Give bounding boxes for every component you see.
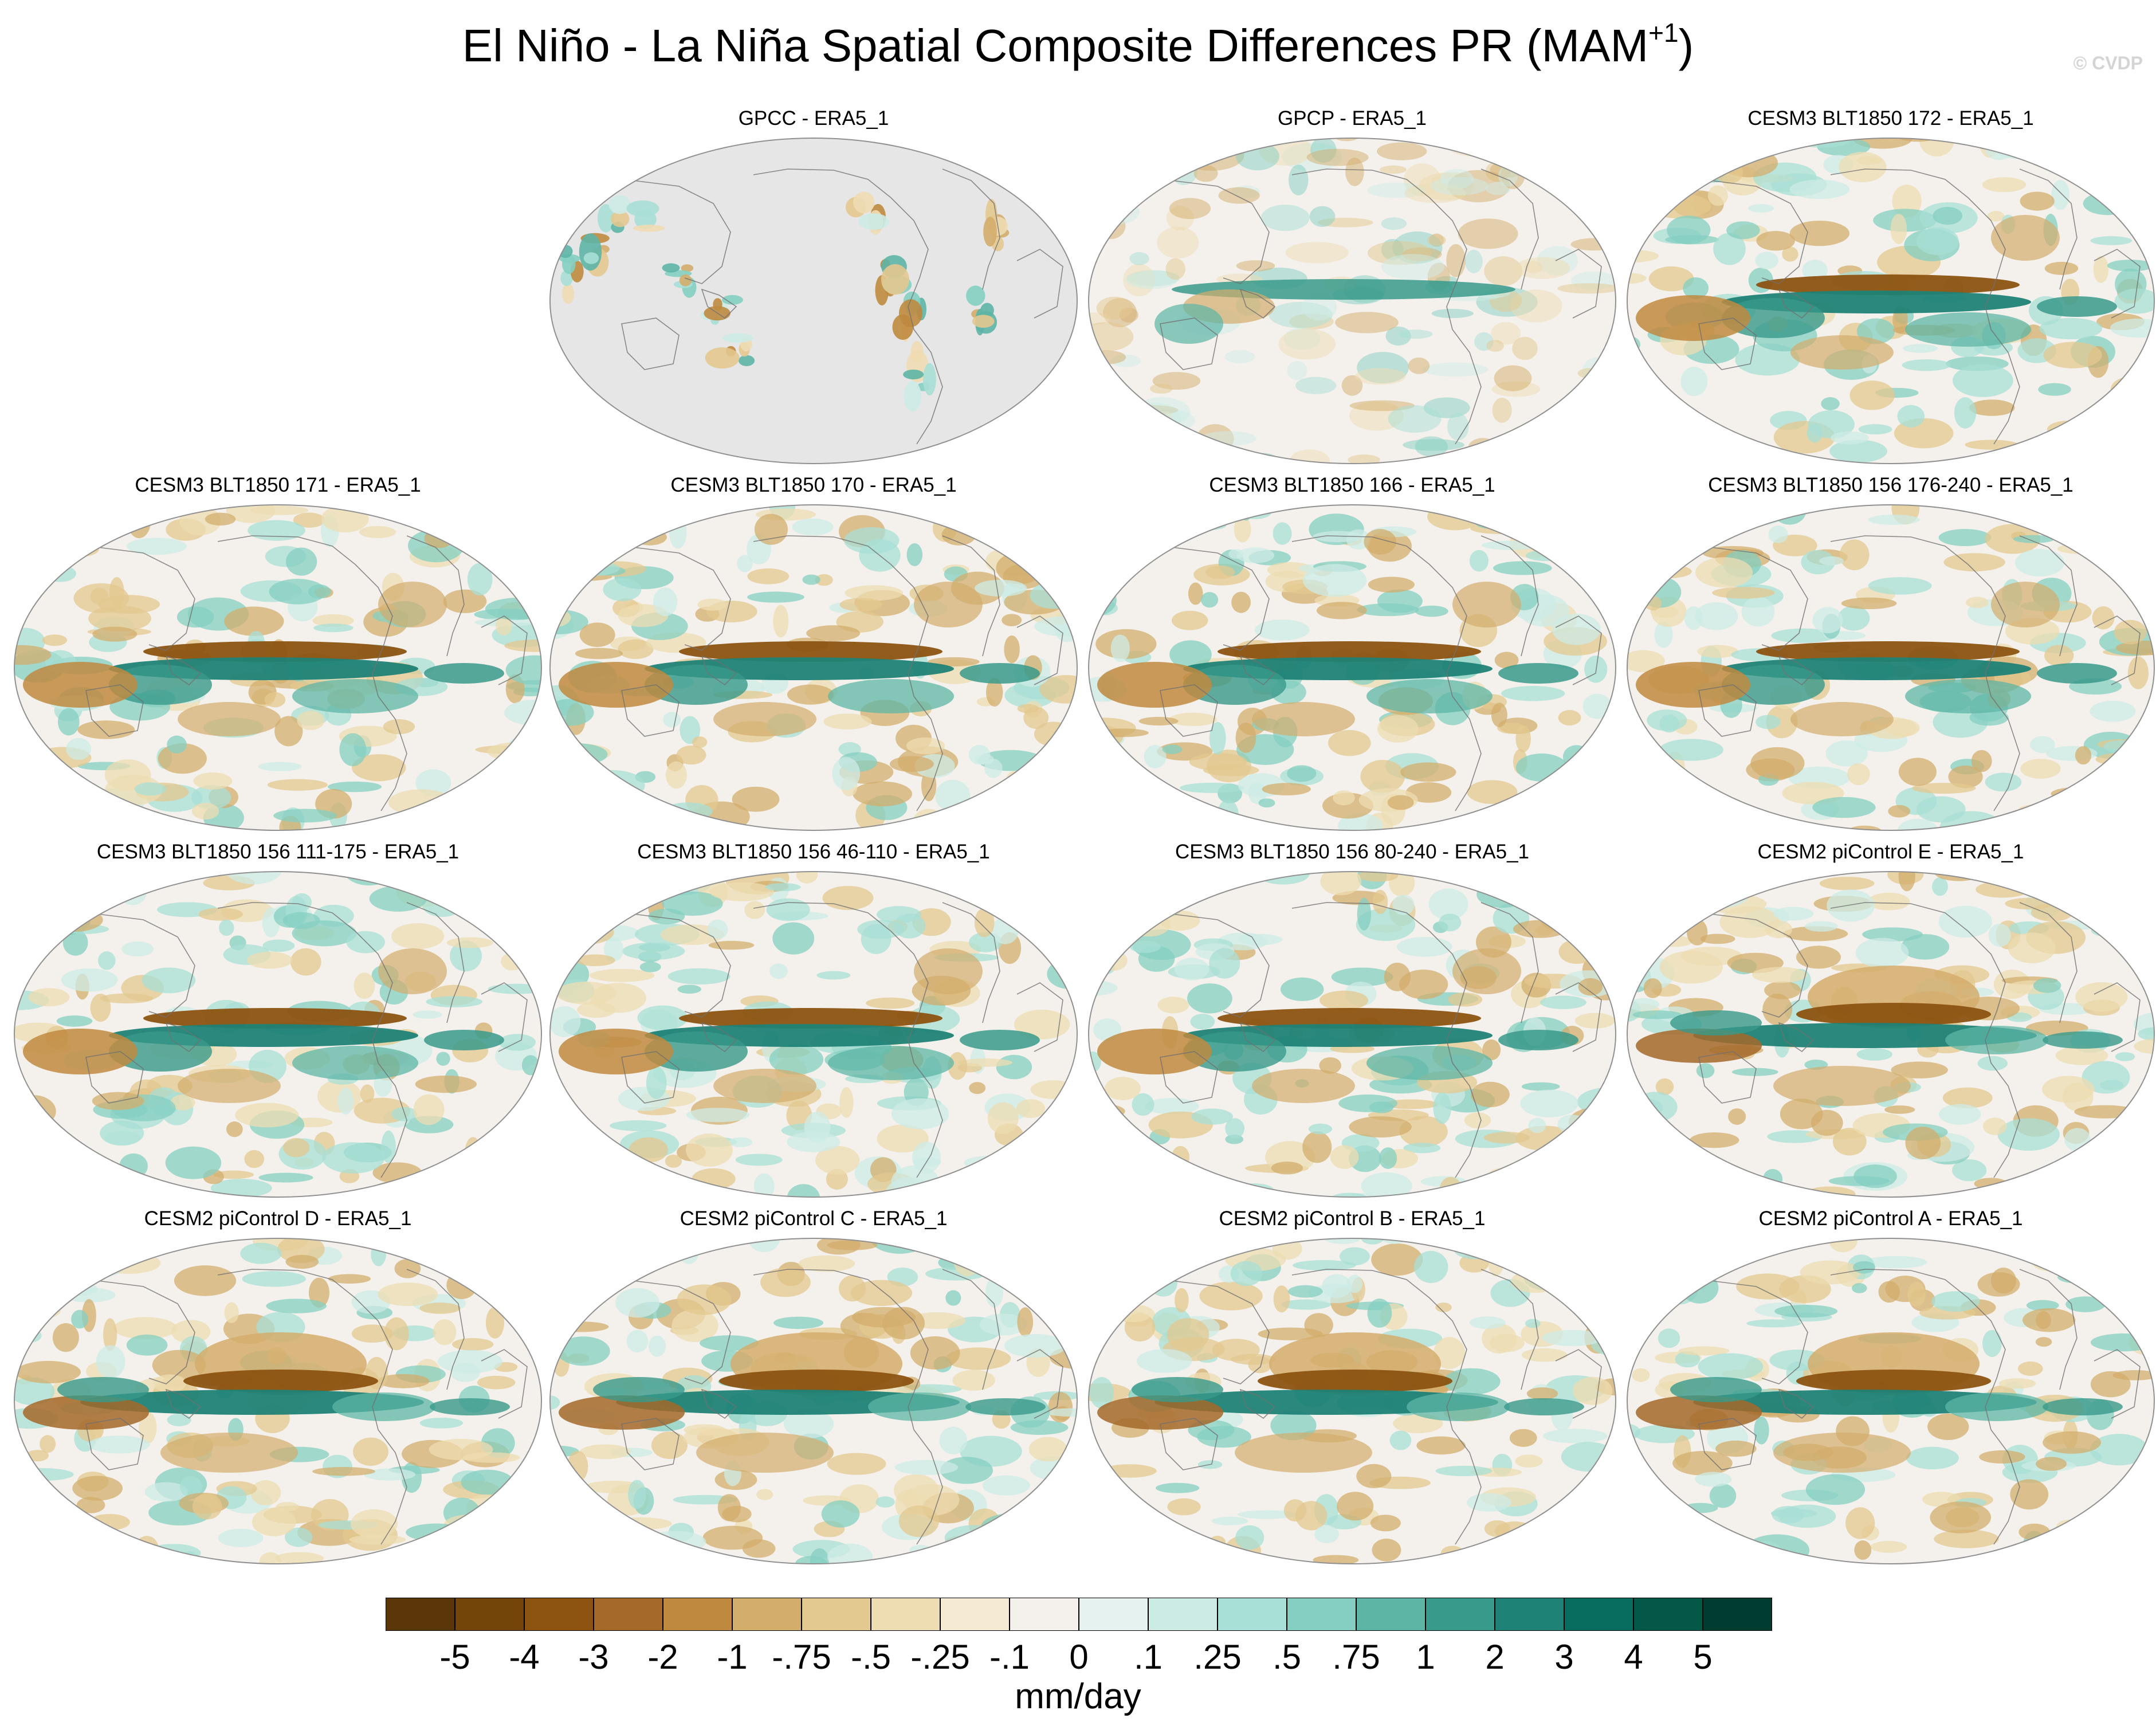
colorbar-units: mm/day — [1015, 1677, 1141, 1716]
colorbar-tick-label: -.1 — [989, 1638, 1030, 1676]
precip-difference-map — [1088, 871, 1616, 1198]
map-panel-title: CESM3 BLT1850 166 - ERA5_1 — [1209, 474, 1495, 496]
figure-title-main: El Niño - La Niña Spatial Composite Diff… — [462, 20, 1649, 71]
precip-difference-map — [1088, 1238, 1616, 1564]
colorbar-swatch — [801, 1598, 871, 1631]
figure-title-superscript: +1 — [1648, 18, 1679, 48]
map-panel-title: CESM2 piControl B - ERA5_1 — [1219, 1207, 1486, 1230]
map-panels-grid: GPCC - ERA5_1 GPCP - ERA5_1 CESM3 BLT1850 … — [11, 106, 2156, 1573]
map-panel-title: CESM2 piControl E - ERA5_1 — [1757, 841, 2024, 863]
colorbar-tick-label: 5 — [1693, 1638, 1713, 1676]
colorbar-tick-label: -5 — [439, 1638, 470, 1676]
map-panel-title: CESM2 piControl D - ERA5_1 — [144, 1207, 412, 1230]
map-panel-title: CESM3 BLT1850 156 46-110 - ERA5_1 — [637, 841, 990, 863]
colorbar-swatch — [1286, 1598, 1357, 1631]
precip-difference-map — [1627, 871, 2155, 1198]
map-panel: CESM3 BLT1850 171 - ERA5_1 — [11, 473, 544, 839]
map-panel-title: CESM2 piControl C - ERA5_1 — [680, 1207, 948, 1230]
colorbar-tick-label: 0 — [1069, 1638, 1089, 1676]
colorbar-tick-label: -.75 — [772, 1638, 831, 1676]
map-panel-title: CESM3 BLT1850 172 - ERA5_1 — [1747, 107, 2034, 130]
colorbar-tick-label: -.5 — [850, 1638, 892, 1676]
map-panel: CESM3 BLT1850 172 - ERA5_1 — [1624, 106, 2156, 473]
precip-difference-map — [1088, 504, 1616, 831]
map-panel: GPCP - ERA5_1 — [1086, 106, 1619, 473]
colorbar-tick-label: 3 — [1554, 1638, 1574, 1676]
colorbar-swatch — [1356, 1598, 1426, 1631]
map-panel: CESM2 piControl B - ERA5_1 — [1086, 1206, 1619, 1573]
map-panel-title: CESM2 piControl A - ERA5_1 — [1758, 1207, 2023, 1230]
precip-difference-map — [549, 871, 1078, 1198]
colorbar-swatch — [1494, 1598, 1565, 1631]
colorbar-tick-label: -1 — [717, 1638, 748, 1676]
map-panel: GPCC - ERA5_1 — [547, 106, 1080, 473]
map-panel-title: GPCC - ERA5_1 — [738, 107, 889, 130]
colorbar-tick-label: .5 — [1272, 1638, 1302, 1676]
map-panel-title: CESM3 BLT1850 156 80-240 - ERA5_1 — [1175, 841, 1530, 863]
colorbar-swatch — [1425, 1598, 1495, 1631]
precip-difference-map — [1627, 1238, 2155, 1564]
colorbar-labels: -5 -4 -3 -2 -1 -.75 -.5 -.25 -.1 0 .1 .25 .5 .75 1 2 3 4 5 — [0, 1640, 2156, 1674]
colorbar-swatch — [732, 1598, 802, 1631]
colorbar — [386, 1598, 1772, 1631]
colorbar-swatch — [940, 1598, 1010, 1631]
colorbar-swatch — [1078, 1598, 1149, 1631]
colorbar-swatch — [524, 1598, 594, 1631]
colorbar-swatch — [1217, 1598, 1287, 1631]
precip-difference-map — [549, 504, 1078, 831]
map-panel: CESM2 piControl E - ERA5_1 — [1624, 839, 2156, 1206]
precip-difference-map — [14, 871, 542, 1198]
credit-watermark: © CVDP — [2073, 53, 2143, 73]
precip-difference-map — [14, 1238, 542, 1564]
colorbar-swatch — [386, 1598, 455, 1631]
map-panel-title: CESM3 BLT1850 156 111-175 - ERA5_1 — [96, 841, 460, 863]
precip-difference-map — [1627, 504, 2155, 831]
precip-difference-map — [1627, 138, 2155, 464]
colorbar-tick-label: 4 — [1624, 1638, 1643, 1676]
colorbar-tick-label: -2 — [647, 1638, 678, 1676]
colorbar-swatch — [454, 1598, 525, 1631]
precip-difference-map — [1088, 138, 1616, 464]
colorbar-swatch — [1702, 1598, 1772, 1631]
colorbar-tick-label: .75 — [1332, 1638, 1380, 1676]
colorbar-swatch — [662, 1598, 733, 1631]
figure-title: El Niño - La Niña Spatial Composite Diff… — [0, 17, 2156, 74]
colorbar-swatch — [1564, 1598, 1634, 1631]
colorbar-swatch — [870, 1598, 941, 1631]
colorbar-swatch — [1009, 1598, 1079, 1631]
colorbar-swatch — [1148, 1598, 1218, 1631]
colorbar-tick-label: -.25 — [910, 1638, 970, 1676]
map-panel-title: CESM3 BLT1850 171 - ERA5_1 — [135, 474, 421, 496]
map-panel: CESM3 BLT1850 156 111-175 - ERA5_1 — [11, 839, 544, 1206]
map-panel: CESM3 BLT1850 170 - ERA5_1 — [547, 473, 1080, 839]
map-panel: CESM3 BLT1850 156 46-110 - ERA5_1 — [547, 839, 1080, 1206]
colorbar-tick-label: .25 — [1193, 1638, 1242, 1676]
map-panel: CESM3 BLT1850 166 - ERA5_1 — [1086, 473, 1619, 839]
colorbar-tick-label: -4 — [509, 1638, 540, 1676]
precip-difference-map — [549, 138, 1078, 464]
colorbar-tick-label: 1 — [1416, 1638, 1435, 1676]
map-panel-title: CESM3 BLT1850 156 176-240 - ERA5_1 — [1708, 474, 2073, 496]
colorbar-tick-label: .1 — [1133, 1638, 1163, 1676]
figure-title-close: ) — [1678, 20, 1694, 71]
precip-difference-map — [14, 504, 542, 831]
map-panel: CESM2 piControl D - ERA5_1 — [11, 1206, 544, 1573]
map-panel-title: GPCP - ERA5_1 — [1277, 107, 1427, 130]
colorbar-tick-label: -3 — [578, 1638, 609, 1676]
precip-difference-map — [549, 1238, 1078, 1564]
map-panel: CESM2 piControl A - ERA5_1 — [1624, 1206, 2156, 1573]
colorbar-swatch — [593, 1598, 663, 1631]
colorbar-swatch — [1633, 1598, 1703, 1631]
colorbar-tick-label: 2 — [1485, 1638, 1505, 1676]
map-panel-title: CESM3 BLT1850 170 - ERA5_1 — [670, 474, 957, 496]
map-panel: CESM3 BLT1850 156 176-240 - ERA5_1 — [1624, 473, 2156, 839]
map-panel: CESM3 BLT1850 156 80-240 - ERA5_1 — [1086, 839, 1619, 1206]
map-panel: CESM2 piControl C - ERA5_1 — [547, 1206, 1080, 1573]
